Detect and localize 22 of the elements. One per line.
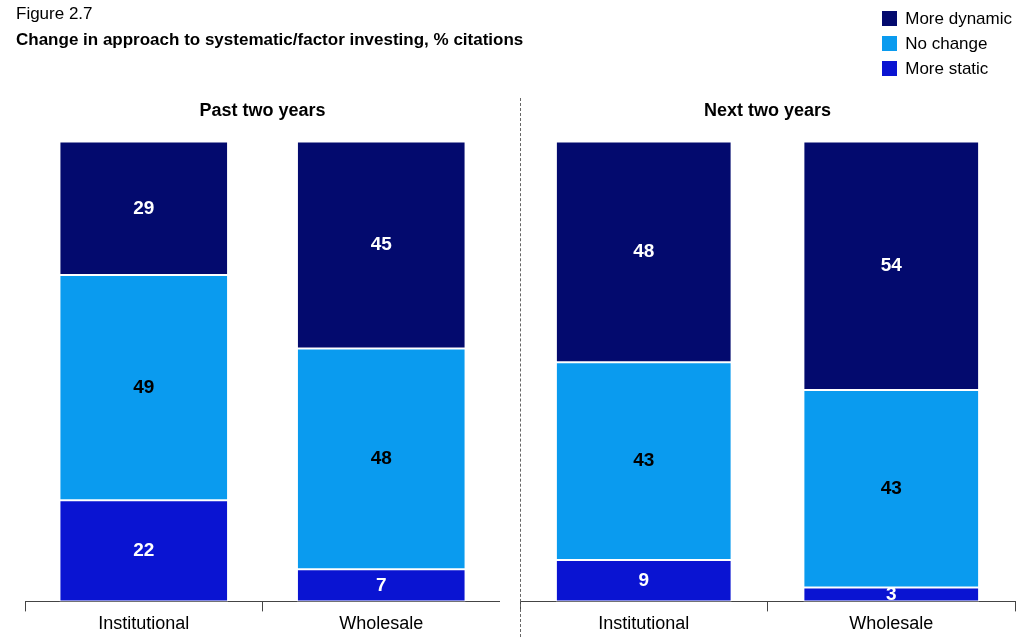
legend-label: More static bbox=[905, 58, 989, 80]
data-label: 43 bbox=[633, 449, 655, 471]
data-label: 48 bbox=[633, 240, 655, 262]
x-tick-label: Wholesale bbox=[339, 613, 424, 634]
data-label: 29 bbox=[133, 196, 155, 218]
data-label: 7 bbox=[375, 573, 387, 595]
text: Change in approach to systematic/factor investing, % citations bbox=[16, 30, 524, 50]
caption: Figure 2.7 bbox=[16, 4, 94, 24]
data-label: 49 bbox=[133, 375, 155, 397]
data-label: 45 bbox=[370, 233, 393, 255]
chart-title: Past two years bbox=[199, 99, 326, 120]
x-tick-label: Institutional bbox=[98, 613, 190, 634]
data-label: 22 bbox=[133, 539, 155, 561]
data-label: 43 bbox=[880, 476, 902, 498]
x-tick-label: Institutional bbox=[598, 613, 690, 634]
legend-label: More dynamic bbox=[905, 8, 1012, 30]
chart-title: Next two years bbox=[703, 99, 832, 120]
x-tick-label: Wholesale bbox=[849, 613, 934, 634]
data-label: 48 bbox=[370, 447, 392, 469]
data-label: 9 bbox=[638, 568, 650, 590]
legend-label: No change bbox=[905, 33, 988, 55]
data-label: 54 bbox=[880, 253, 903, 275]
